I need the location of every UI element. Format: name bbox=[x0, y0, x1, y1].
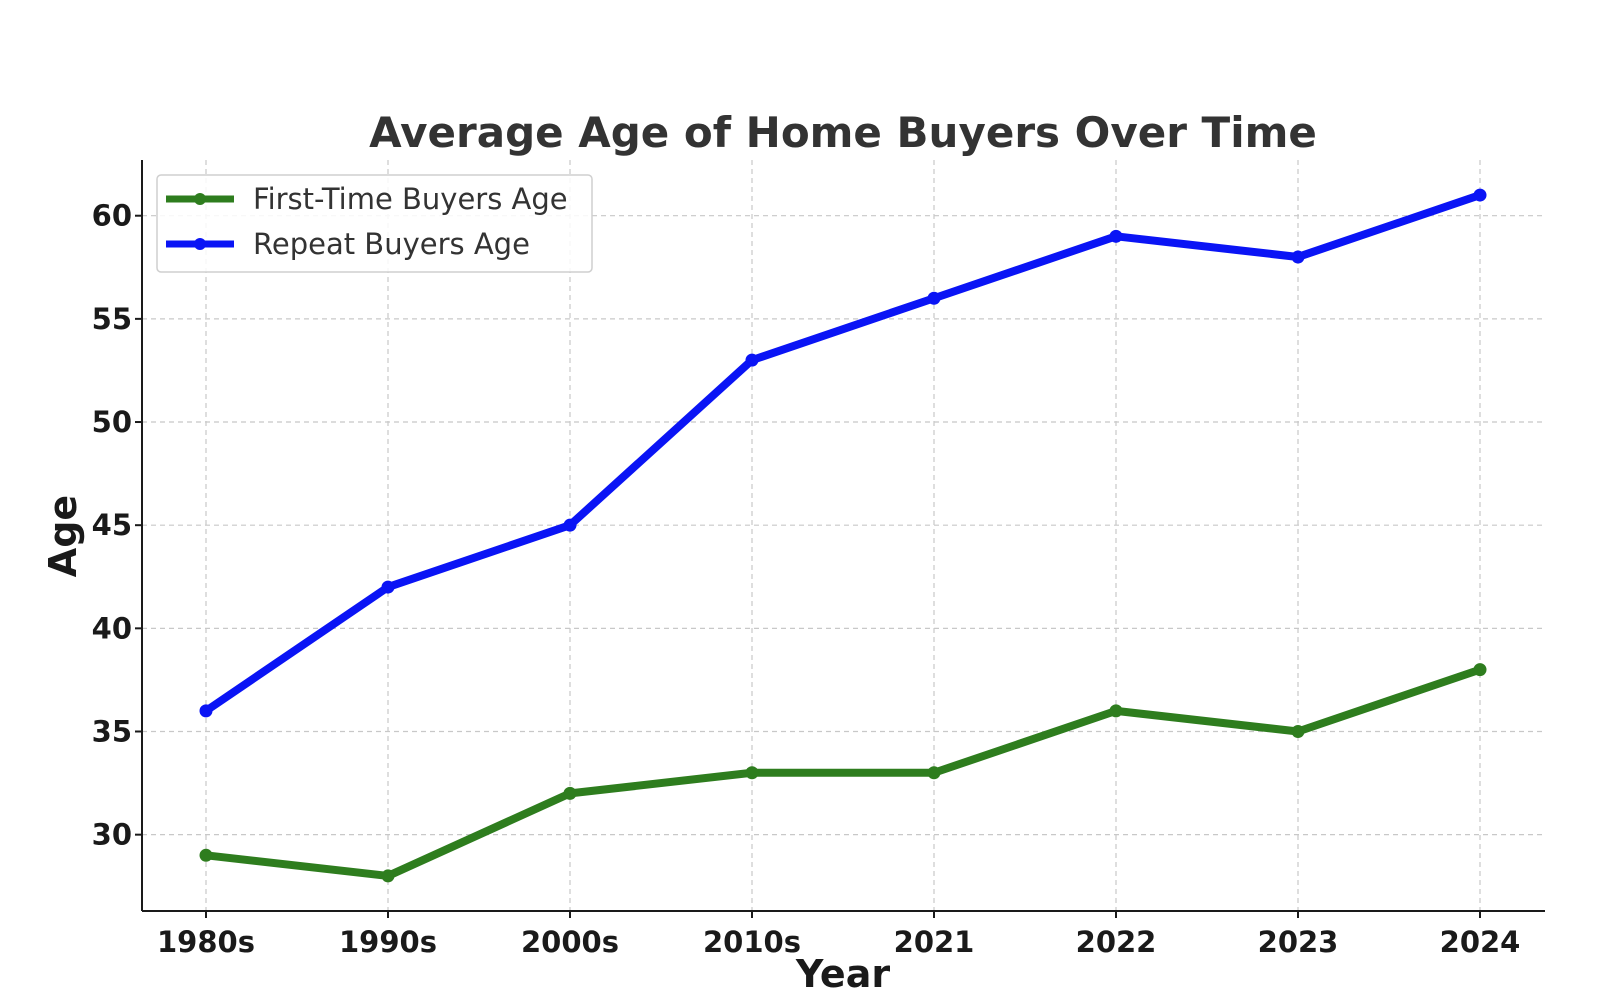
data-point-repeat-buyers-age bbox=[563, 518, 577, 532]
series bbox=[199, 188, 1487, 883]
data-point-first-time-buyers-age bbox=[563, 786, 577, 800]
y-tick-label: 35 bbox=[92, 715, 132, 749]
x-tick-label: 2021 bbox=[894, 925, 975, 959]
data-point-first-time-buyers-age bbox=[1473, 663, 1487, 677]
data-point-repeat-buyers-age bbox=[1109, 229, 1123, 243]
data-point-repeat-buyers-age bbox=[1291, 250, 1305, 264]
data-point-repeat-buyers-age bbox=[199, 704, 213, 718]
x-tick-label: 1990s bbox=[339, 925, 437, 959]
y-tick-label: 45 bbox=[92, 508, 132, 542]
data-point-first-time-buyers-age bbox=[927, 766, 941, 780]
x-tick-label: 1980s bbox=[157, 925, 255, 959]
x-tick-label: 2023 bbox=[1258, 925, 1339, 959]
y-tick-label: 60 bbox=[92, 199, 132, 233]
legend-marker-first-time-buyers bbox=[194, 193, 206, 205]
legend: First-Time Buyers Age Repeat Buyers Age bbox=[156, 174, 593, 273]
legend-box bbox=[156, 174, 593, 273]
legend-label-first-time-buyers: First-Time Buyers Age bbox=[253, 182, 568, 216]
data-point-repeat-buyers-age bbox=[927, 291, 941, 305]
series-first-time-buyers-age bbox=[199, 663, 1487, 883]
series-repeat-buyers-age bbox=[199, 188, 1487, 718]
data-point-repeat-buyers-age bbox=[1473, 188, 1487, 202]
data-point-first-time-buyers-age bbox=[745, 766, 759, 780]
data-point-first-time-buyers-age bbox=[1109, 704, 1123, 718]
legend-marker-repeat-buyers bbox=[194, 238, 206, 250]
x-tick-label: 2022 bbox=[1076, 925, 1157, 959]
data-point-first-time-buyers-age bbox=[1291, 725, 1305, 739]
grid bbox=[142, 160, 1545, 911]
y-axis-label: Age bbox=[41, 495, 85, 577]
x-tick-label: 2024 bbox=[1440, 925, 1521, 959]
data-point-first-time-buyers-age bbox=[381, 869, 395, 883]
axes bbox=[141, 160, 1545, 912]
y-tick-label: 50 bbox=[92, 405, 132, 439]
tick-labels: 1980s 1990s 2000s 2010s 2021 2022 2023 2024 30 35… bbox=[92, 199, 1521, 959]
legend-label-repeat-buyers: Repeat Buyers Age bbox=[253, 227, 530, 261]
x-axis-label: Year bbox=[795, 952, 890, 996]
data-point-first-time-buyers-age bbox=[199, 848, 213, 862]
series-line-first-time-buyers-age bbox=[202, 665, 1484, 880]
chart-title: Average Age of Home Buyers Over Time bbox=[369, 108, 1317, 157]
data-point-repeat-buyers-age bbox=[745, 353, 759, 367]
series-line-repeat-buyers-age bbox=[202, 191, 1484, 715]
x-tick-label: 2010s bbox=[703, 925, 801, 959]
x-tick-label: 2000s bbox=[521, 925, 619, 959]
y-tick-label: 30 bbox=[92, 818, 132, 852]
data-point-repeat-buyers-age bbox=[381, 580, 395, 594]
legend-item-repeat-buyers: Repeat Buyers Age bbox=[166, 227, 530, 261]
y-tick-label: 55 bbox=[92, 302, 132, 336]
y-tick-label: 40 bbox=[92, 611, 132, 645]
legend-item-first-time-buyers: First-Time Buyers Age bbox=[166, 182, 568, 216]
